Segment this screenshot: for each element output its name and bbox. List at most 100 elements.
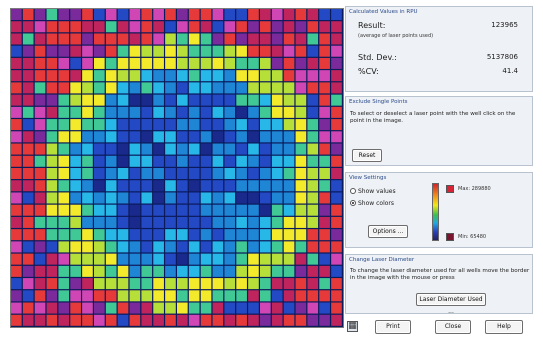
heatmap-cell[interactable]	[46, 290, 58, 302]
heatmap-cell[interactable]	[177, 143, 188, 155]
heatmap-cell[interactable]	[165, 180, 176, 192]
heatmap-cell[interactable]	[129, 82, 141, 94]
heatmap-cell[interactable]	[319, 204, 330, 216]
heatmap-cell[interactable]	[94, 45, 105, 57]
heatmap-cell[interactable]	[153, 290, 164, 302]
heatmap-cell[interactable]	[236, 155, 247, 167]
heatmap-cell[interactable]	[200, 192, 212, 204]
heatmap-cell[interactable]	[70, 94, 81, 106]
heatmap-cell[interactable]	[319, 253, 330, 265]
heatmap-cell[interactable]	[22, 9, 34, 21]
heatmap-cell[interactable]	[153, 143, 164, 155]
heatmap-cell[interactable]	[200, 229, 212, 241]
heatmap-cell[interactable]	[224, 180, 236, 192]
heatmap-cell[interactable]	[129, 241, 141, 253]
heatmap-cell[interactable]	[295, 106, 307, 118]
heatmap-cell[interactable]	[331, 45, 342, 57]
heatmap-cell[interactable]	[236, 290, 247, 302]
heatmap-cell[interactable]	[307, 33, 319, 45]
heatmap-cell[interactable]	[212, 106, 224, 118]
heatmap-cell[interactable]	[248, 143, 259, 155]
heatmap-cell[interactable]	[260, 33, 271, 45]
heatmap-cell[interactable]	[307, 278, 319, 290]
heatmap-cell[interactable]	[260, 155, 271, 167]
heatmap-cell[interactable]	[224, 70, 236, 82]
heatmap-cell[interactable]	[212, 143, 224, 155]
heatmap-cell[interactable]	[94, 241, 105, 253]
heatmap-cell[interactable]	[307, 21, 319, 33]
heatmap-cell[interactable]	[129, 290, 141, 302]
heatmap-cell[interactable]	[153, 21, 164, 33]
heatmap-cell[interactable]	[129, 253, 141, 265]
heatmap-cell[interactable]	[117, 229, 129, 241]
heatmap-cell[interactable]	[34, 143, 46, 155]
heatmap-cell[interactable]	[224, 21, 236, 33]
heatmap-cell[interactable]	[212, 45, 224, 57]
heatmap-cell[interactable]	[236, 94, 247, 106]
heatmap-cell[interactable]	[307, 119, 319, 131]
heatmap-cell[interactable]	[129, 45, 141, 57]
heatmap-cell[interactable]	[22, 216, 34, 228]
heatmap-cell[interactable]	[271, 57, 283, 69]
heatmap-cell[interactable]	[141, 155, 153, 167]
heatmap-cell[interactable]	[22, 253, 34, 265]
heatmap-cell[interactable]	[58, 21, 70, 33]
heatmap-cell[interactable]	[295, 94, 307, 106]
heatmap-cell[interactable]	[153, 45, 164, 57]
heatmap-cell[interactable]	[82, 253, 93, 265]
heatmap-cell[interactable]	[307, 192, 319, 204]
heatmap-cell[interactable]	[260, 253, 271, 265]
heatmap-cell[interactable]	[34, 94, 46, 106]
heatmap-cell[interactable]	[188, 265, 200, 277]
heatmap-cell[interactable]	[331, 119, 342, 131]
heatmap-cell[interactable]	[188, 155, 200, 167]
heatmap-cell[interactable]	[224, 241, 236, 253]
heatmap-cell[interactable]	[46, 253, 58, 265]
heatmap-cell[interactable]	[307, 57, 319, 69]
heatmap-cell[interactable]	[34, 33, 46, 45]
heatmap-cell[interactable]	[153, 253, 164, 265]
heatmap-cell[interactable]	[153, 265, 164, 277]
heatmap-cell[interactable]	[46, 57, 58, 69]
heatmap-cell[interactable]	[105, 119, 117, 131]
laser-heatmap-image[interactable]	[10, 8, 344, 328]
heatmap-cell[interactable]	[307, 94, 319, 106]
heatmap-cell[interactable]	[165, 314, 176, 326]
heatmap-cell[interactable]	[129, 216, 141, 228]
heatmap-cell[interactable]	[22, 229, 34, 241]
heatmap-cell[interactable]	[94, 229, 105, 241]
heatmap-cell[interactable]	[58, 94, 70, 106]
heatmap-cell[interactable]	[177, 70, 188, 82]
heatmap-cell[interactable]	[283, 131, 295, 143]
heatmap-cell[interactable]	[94, 106, 105, 118]
heatmap-cell[interactable]	[319, 21, 330, 33]
heatmap-cell[interactable]	[22, 265, 34, 277]
heatmap-cell[interactable]	[141, 119, 153, 131]
heatmap-cell[interactable]	[200, 290, 212, 302]
heatmap-cell[interactable]	[271, 278, 283, 290]
heatmap-cell[interactable]	[200, 70, 212, 82]
heatmap-cell[interactable]	[34, 229, 46, 241]
heatmap-cell[interactable]	[177, 82, 188, 94]
heatmap-cell[interactable]	[94, 278, 105, 290]
heatmap-cell[interactable]	[295, 265, 307, 277]
heatmap-cell[interactable]	[212, 33, 224, 45]
heatmap-cell[interactable]	[271, 33, 283, 45]
heatmap-cell[interactable]	[260, 45, 271, 57]
heatmap-cell[interactable]	[248, 180, 259, 192]
heatmap-cell[interactable]	[70, 216, 81, 228]
heatmap-cell[interactable]	[283, 57, 295, 69]
heatmap-cell[interactable]	[22, 94, 34, 106]
heatmap-grid[interactable]	[11, 9, 343, 327]
heatmap-cell[interactable]	[307, 168, 319, 180]
heatmap-cell[interactable]	[236, 204, 247, 216]
heatmap-cell[interactable]	[319, 57, 330, 69]
heatmap-cell[interactable]	[82, 131, 93, 143]
heatmap-cell[interactable]	[141, 9, 153, 21]
heatmap-cell[interactable]	[319, 70, 330, 82]
heatmap-cell[interactable]	[177, 131, 188, 143]
heatmap-cell[interactable]	[260, 180, 271, 192]
heatmap-cell[interactable]	[165, 302, 176, 314]
heatmap-cell[interactable]	[283, 265, 295, 277]
heatmap-cell[interactable]	[307, 70, 319, 82]
